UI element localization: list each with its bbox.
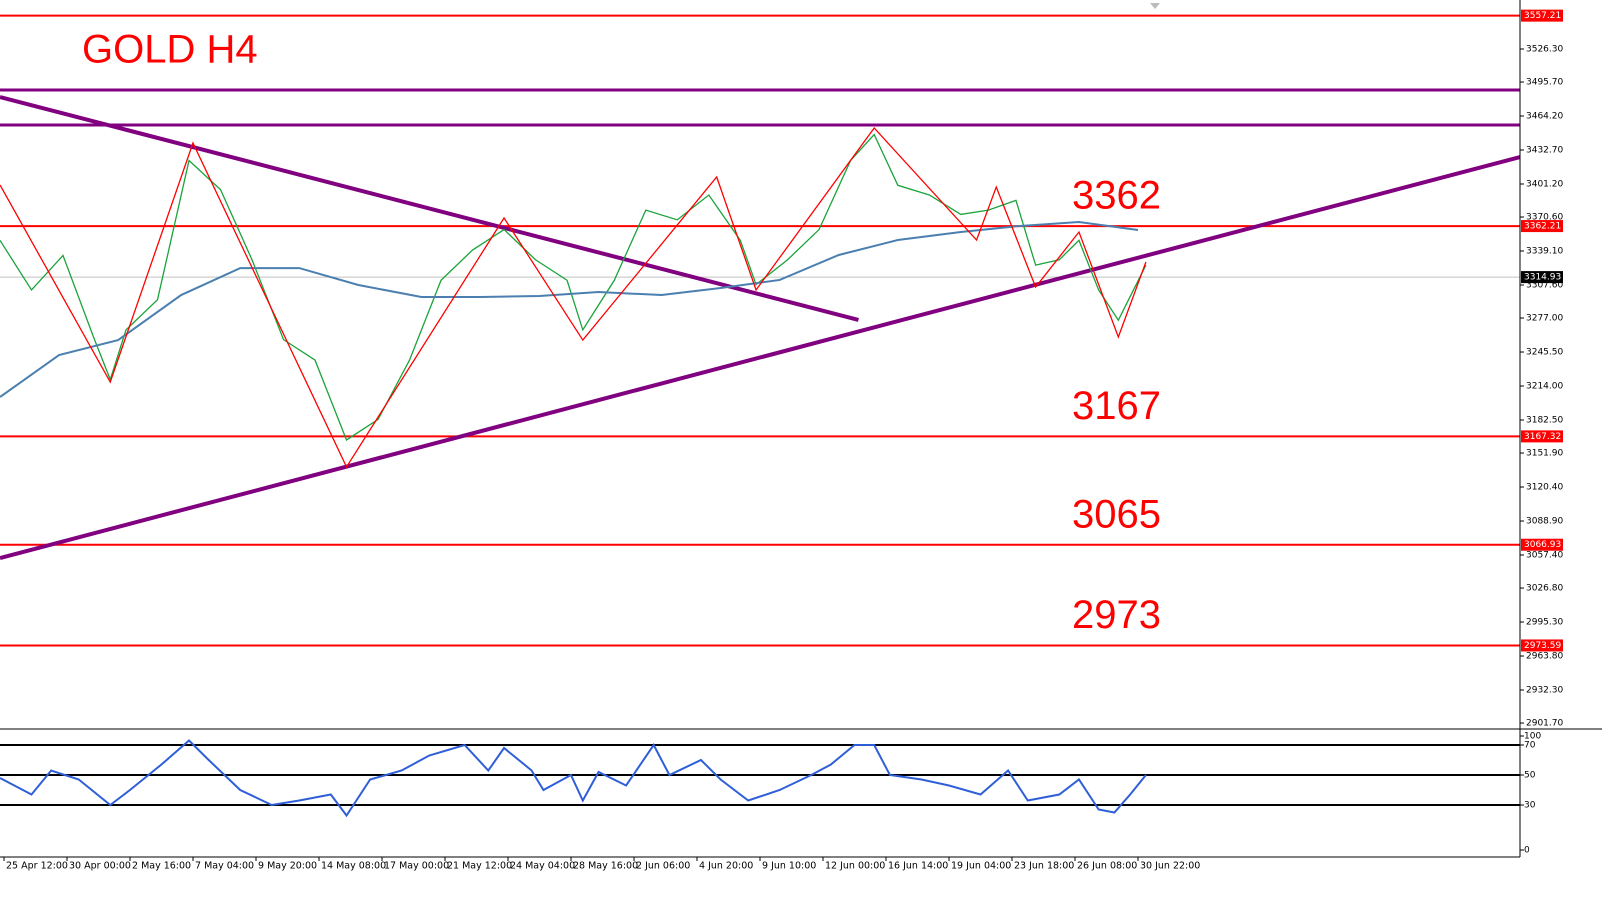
shift-marker (1150, 3, 1160, 9)
x-tick-label: 17 May 00:00 (384, 861, 449, 872)
y-tick-label: 3151.90 (1526, 449, 1563, 459)
level-tag-label: 3167.32 (1524, 432, 1561, 442)
x-tick-label: 19 Jun 04:00 (951, 861, 1011, 872)
y-tick-label: 3495.70 (1526, 78, 1563, 88)
level-tag (1521, 639, 1563, 652)
y-tick-label: 3307.60 (1526, 281, 1563, 291)
x-tick-label: 16 Jun 14:00 (888, 861, 948, 872)
x-tick-label: 23 Jun 18:00 (1014, 861, 1074, 872)
y-tick-label: 3182.50 (1526, 416, 1563, 426)
series-line (0, 220, 1139, 398)
x-tick-label: 26 Jun 08:00 (1077, 861, 1137, 872)
x-tick-label: 28 May 16:00 (573, 861, 638, 872)
level-tag (1521, 220, 1563, 233)
y-tick-label: 3026.80 (1526, 584, 1563, 594)
y-tick-label: 3464.20 (1526, 112, 1563, 122)
current-price-label: 3314.93 (1524, 273, 1561, 283)
level-tag (1521, 538, 1563, 551)
x-tick-label: 14 May 08:00 (321, 861, 386, 872)
y-tick-label: 3339.10 (1526, 247, 1563, 257)
rsi-tick-label: 30 (1524, 801, 1536, 811)
x-tick-label: 12 Jun 00:00 (825, 861, 885, 872)
x-tick-label: 21 May 12:00 (447, 861, 512, 872)
price-panel (0, 14, 1521, 647)
level-tag-label: 3066.93 (1524, 540, 1561, 550)
y-tick-label: 2901.70 (1526, 719, 1563, 729)
y-tick-label: 2995.30 (1526, 618, 1563, 628)
rsi-tick-label: 0 (1524, 846, 1530, 856)
level-tag (1521, 430, 1563, 443)
x-tick-label: 25 Apr 12:00 (6, 861, 68, 872)
current-price-tag (1521, 271, 1563, 284)
x-tick-label: 30 Jun 22:00 (1140, 861, 1200, 872)
rsi-line (0, 739, 1147, 818)
level-label: 3557 (1072, 0, 1161, 7)
rsi-tick-label: 100 (1524, 732, 1541, 742)
level-label: 3065 (1072, 492, 1161, 536)
level-tag (1521, 9, 1563, 22)
y-tick-label: 3088.90 (1526, 517, 1563, 527)
y-tick-label: 3432.70 (1526, 146, 1563, 156)
y-tick-label: 2963.80 (1526, 652, 1563, 662)
level-tag-label: 3557.21 (1524, 11, 1561, 21)
x-tick-label: 2 Jun 06:00 (636, 861, 690, 872)
x-tick-label: 4 Jun 20:00 (699, 861, 753, 872)
y-tick-label: 3401.20 (1526, 179, 1563, 189)
y-tick-label: 3057.40 (1526, 551, 1563, 561)
x-tick-label: 7 May 04:00 (195, 861, 254, 872)
y-tick-label: 3214.00 (1526, 382, 1563, 392)
x-tick-label: 9 May 20:00 (258, 861, 317, 872)
level-label: 3167 (1072, 384, 1161, 428)
level-label: 2973 (1072, 593, 1161, 637)
y-tick-label: 3277.00 (1526, 314, 1563, 324)
y-tick-label: 2932.30 (1526, 686, 1563, 696)
x-tick-label: 24 May 04:00 (510, 861, 575, 872)
rsi-tick-label: 50 (1524, 771, 1536, 781)
x-tick-label: 30 Apr 00:00 (69, 861, 131, 872)
y-tick-label: 3120.40 (1526, 483, 1563, 493)
series-line (0, 126, 1147, 469)
trendline (0, 155, 1521, 560)
y-tick-label: 3245.50 (1526, 348, 1563, 358)
x-tick-label: 9 Jun 10:00 (762, 861, 816, 872)
x-tick-label: 2 May 16:00 (132, 861, 191, 872)
series-line (0, 133, 1147, 441)
trendline (0, 95, 859, 322)
level-label: 3362 (1072, 174, 1161, 218)
y-tick-label: 3526.30 (1526, 44, 1563, 54)
level-tag-label: 2973.59 (1524, 641, 1561, 651)
level-tag-label: 3362.21 (1524, 222, 1561, 232)
y-tick-label: 3370.60 (1526, 213, 1563, 223)
chart-title: GOLD H4 (82, 28, 258, 72)
rsi-tick-label: 70 (1524, 741, 1536, 751)
